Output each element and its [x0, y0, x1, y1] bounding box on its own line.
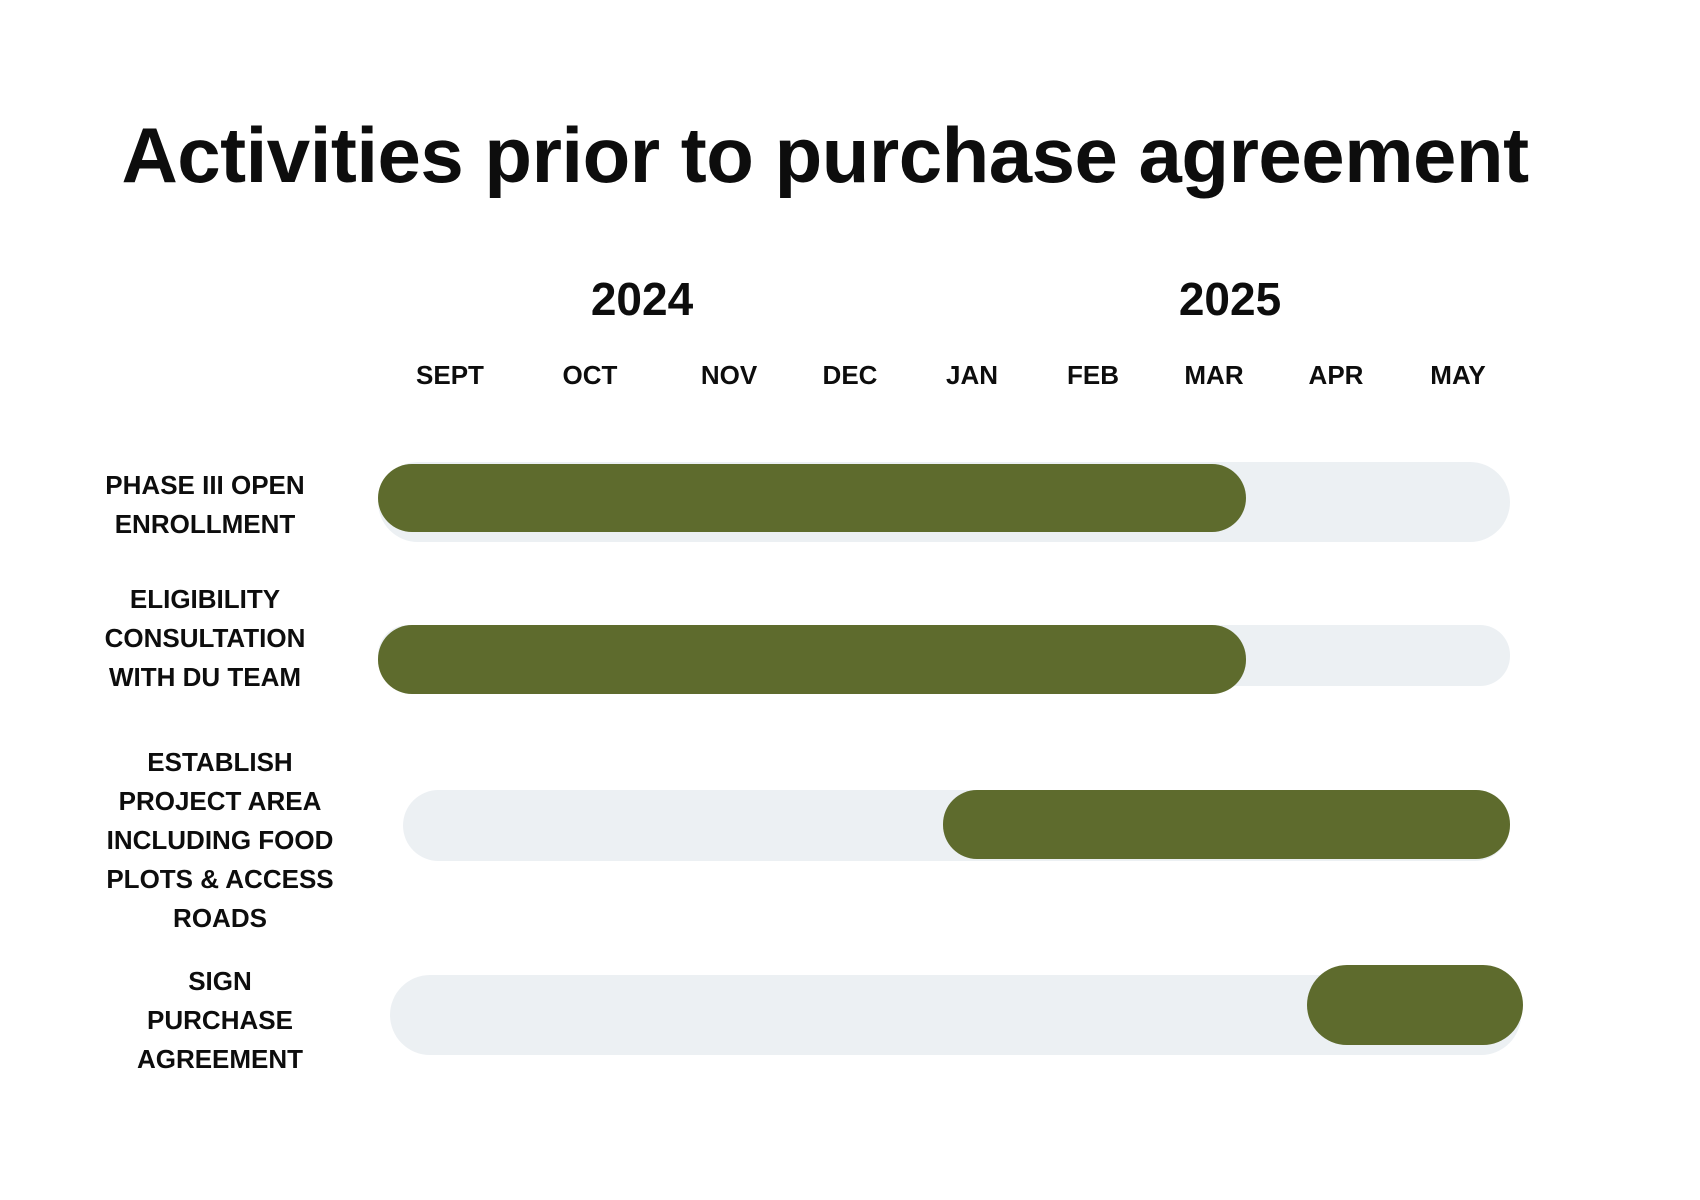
task-label-open-enrollment: PHASE III OPEN ENROLLMENT	[60, 466, 350, 544]
task-label-eligibility-consultation: ELIGIBILITY CONSULTATION WITH DU TEAM	[60, 580, 350, 697]
task-label-establish-project-area: ESTABLISH PROJECT AREA INCLUDING FOOD PL…	[75, 743, 365, 938]
month-label-apr: APR	[1308, 360, 1364, 390]
month-label-jan: JAN	[945, 360, 998, 390]
chart-title: Activities prior to purchase agreement	[121, 111, 1529, 199]
year-label-2025: 2025	[1178, 273, 1282, 325]
task-label-line: ENROLLMENT	[114, 509, 296, 539]
month-label-dec: DEC	[822, 360, 878, 390]
task-label-line: PURCHASE	[147, 1005, 293, 1035]
task-bar-open-enrollment	[378, 464, 1246, 532]
task-label-line: SIGN	[188, 966, 252, 996]
task-label-line: PHASE III OPEN	[105, 470, 305, 500]
task-label-line: ESTABLISH	[147, 747, 293, 777]
month-label-feb: FEB	[1067, 360, 1119, 390]
task-label-line: INCLUDING FOOD	[106, 825, 334, 855]
month-label-nov: NOV	[700, 360, 758, 390]
task-label-line: WITH DU TEAM	[108, 662, 302, 692]
task-label-line: AGREEMENT	[136, 1044, 304, 1074]
task-label-sign-purchase-agreement: SIGN PURCHASE AGREEMENT	[75, 962, 365, 1079]
task-label-line: ELIGIBILITY	[129, 584, 281, 614]
year-label-2024: 2024	[590, 273, 694, 325]
task-bar-eligibility-consultation	[378, 625, 1246, 694]
month-label-may: MAY	[1430, 360, 1486, 390]
task-bar-establish-project-area	[943, 790, 1510, 859]
month-label-oct: OCT	[562, 360, 618, 390]
month-label-sept: SEPT	[416, 360, 484, 390]
task-label-line: PLOTS & ACCESS	[106, 864, 334, 894]
month-label-mar: MAR	[1184, 360, 1244, 390]
task-label-line: CONSULTATION	[104, 623, 306, 653]
task-bar-sign-purchase-agreement	[1307, 965, 1523, 1045]
task-label-line: PROJECT AREA	[118, 786, 322, 816]
task-label-line: ROADS	[173, 903, 267, 933]
